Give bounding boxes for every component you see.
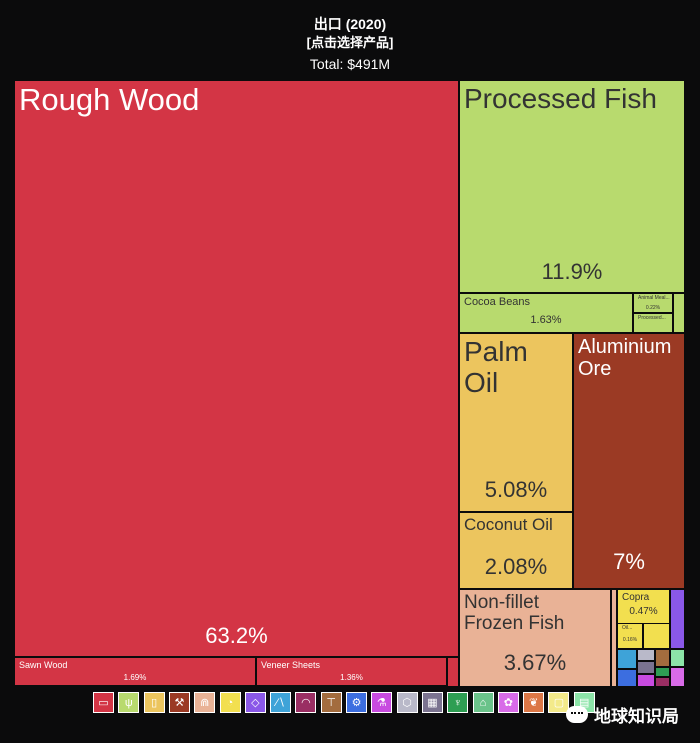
- tile-minor-product-14[interactable]: [655, 677, 670, 687]
- tile-minor-product-12[interactable]: [670, 649, 685, 667]
- instruments-icon[interactable]: ◠: [295, 692, 317, 713]
- metals-icon[interactable]: ⊤: [320, 692, 342, 713]
- tile-minor-product-4[interactable]: [670, 589, 685, 649]
- tile-name: Oil...: [622, 625, 633, 631]
- tile-name: Aluminium Ore: [578, 336, 672, 381]
- tile-minor-product-15[interactable]: [670, 667, 685, 687]
- tile-name: Cocoa Beans: [464, 296, 531, 308]
- chart-header: 出口 (2020) [点击选择产品] Total: $491M: [0, 14, 700, 74]
- chart-total: Total: $491M: [309, 56, 391, 72]
- tile-minor-product-3[interactable]: [611, 589, 617, 687]
- miscellaneous-icon[interactable]: ✿: [497, 692, 519, 713]
- tile-minor-product-5[interactable]: [643, 623, 670, 649]
- tile-minor-product-1[interactable]: [673, 293, 685, 333]
- tile-share-label: 0.22%: [645, 305, 661, 311]
- tile-coconut-oil[interactable]: Coconut Oil 2.08%: [459, 512, 573, 589]
- foodstuffs-icon[interactable]: ▯: [143, 692, 165, 713]
- tile-minor-product-9[interactable]: [637, 661, 655, 674]
- tile-minor-product-7[interactable]: [617, 669, 637, 687]
- tile-share-label: 2.08%: [484, 554, 548, 579]
- tile-share-label: 1.69%: [123, 673, 147, 682]
- tile-share-label: 0.47%: [629, 606, 658, 617]
- tile-share-label: 1.36%: [340, 673, 363, 682]
- precious-stones-icon[interactable]: ◇: [244, 692, 266, 713]
- tile-name: Processed...: [638, 315, 666, 321]
- tile-minor-product-6[interactable]: [617, 649, 637, 669]
- textiles-icon[interactable]: ▭: [93, 692, 114, 713]
- tile-veneer-sheets[interactable]: Veneer Sheets 1.36%: [256, 657, 447, 686]
- tile-share-label: 1.63%: [530, 314, 562, 326]
- wood-products-icon[interactable]: ❦: [523, 692, 545, 713]
- tile-non-fillet-frozen-fish[interactable]: Non-fillet Frozen Fish 3.67%: [459, 589, 611, 687]
- minerals-icon[interactable]: ⚒: [168, 692, 190, 713]
- tile-name: Sawn Wood: [19, 660, 68, 670]
- tile-minor-product-11[interactable]: [655, 649, 670, 667]
- textile-products-icon[interactable]: ♆: [447, 692, 469, 713]
- treemap: Rough Wood 63.2% Sawn Wood 1.69% Veneer Shee…: [14, 80, 685, 687]
- tile-share-label: 0.16%: [622, 637, 638, 643]
- wechat-icon: [566, 706, 588, 723]
- transport-icon[interactable]: ∕∖: [270, 692, 292, 713]
- tile-rough-wood[interactable]: Rough Wood 63.2%: [14, 80, 459, 657]
- tile-processed[interactable]: Processed...: [633, 313, 673, 333]
- tile-name: Copra: [622, 592, 650, 603]
- tile-minor-product-2[interactable]: [447, 657, 459, 687]
- chemicals-icon[interactable]: ⚗: [371, 692, 393, 713]
- tile-share-label: 5.08%: [484, 477, 548, 502]
- tile-share-label: 11.9%: [541, 259, 603, 284]
- tile-aluminium-ore[interactable]: Aluminium Ore 7%: [573, 333, 685, 589]
- footwear-icon[interactable]: ⌂: [472, 692, 494, 713]
- tile-name: Processed Fish: [464, 83, 657, 114]
- vegetable-icon[interactable]: ψ: [118, 692, 140, 713]
- tile-name: Palm Oil: [464, 336, 528, 399]
- tile-share-label: 63.2%: [205, 623, 268, 648]
- paper-icon[interactable]: ▢: [548, 692, 570, 713]
- tile-minor-product-13[interactable]: [655, 667, 670, 677]
- tile-name: Coconut Oil: [464, 515, 553, 534]
- chart-subtitle[interactable]: [点击选择产品]: [306, 35, 394, 50]
- tile-animal-meal[interactable]: Animal Meal... 0.22%: [633, 293, 673, 313]
- tile-name: Animal Meal...: [638, 295, 670, 301]
- tile-share-label: 3.67%: [503, 650, 567, 675]
- arts-icon[interactable]: ▦: [421, 692, 443, 713]
- tile-minor-product-8[interactable]: [637, 649, 655, 661]
- tile-processed-fish[interactable]: Processed Fish 11.9%: [459, 80, 685, 293]
- watermark-text: 地球知识局: [594, 707, 679, 726]
- tile-palm-oil[interactable]: Palm Oil 5.08%: [459, 333, 573, 512]
- tile-cocoa-beans[interactable]: Cocoa Beans 1.63%: [459, 293, 633, 333]
- machines-icon[interactable]: ⚙: [346, 692, 367, 713]
- watermark: 地球知识局: [566, 702, 679, 727]
- plastics-icon[interactable]: ⬡: [396, 692, 418, 713]
- tile-name: Non-fillet Frozen Fish: [464, 592, 565, 635]
- tile-name: Rough Wood: [19, 82, 200, 117]
- tile-oil[interactable]: Oil... 0.16%: [617, 623, 643, 649]
- tile-sawn-wood[interactable]: Sawn Wood 1.69%: [14, 657, 256, 686]
- animal-icon[interactable]: ⋒: [194, 692, 216, 713]
- tile-share-label: 7%: [613, 549, 645, 574]
- tile-name: Veneer Sheets: [261, 660, 321, 670]
- chart-title: 出口 (2020): [313, 16, 387, 32]
- tile-minor-product-10[interactable]: [637, 674, 655, 687]
- fats-oils-icon[interactable]: ◔: [219, 692, 241, 713]
